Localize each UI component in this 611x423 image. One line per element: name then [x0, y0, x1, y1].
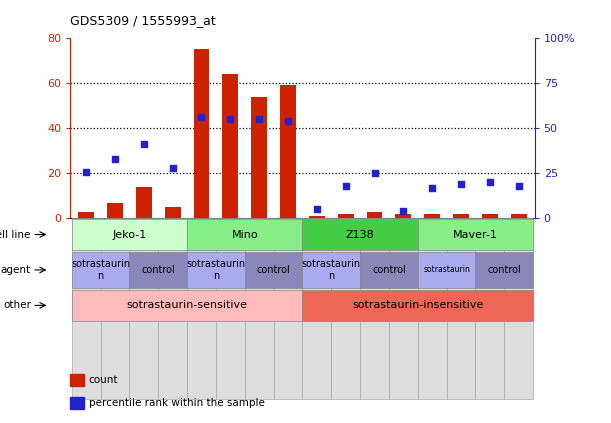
Point [197, 114, 207, 121]
FancyBboxPatch shape [360, 252, 418, 288]
FancyBboxPatch shape [418, 220, 533, 250]
Bar [136, 187, 152, 218]
Bar [309, 216, 325, 218]
Text: control: control [141, 265, 175, 275]
Text: Z138: Z138 [346, 230, 375, 239]
Text: agent: agent [1, 265, 31, 275]
Point [254, 116, 264, 123]
FancyBboxPatch shape [274, 218, 302, 399]
Point [312, 206, 322, 213]
FancyBboxPatch shape [475, 218, 504, 399]
FancyBboxPatch shape [331, 218, 360, 399]
Text: count: count [89, 375, 118, 385]
Point [370, 170, 379, 177]
Text: sotrastaurin: sotrastaurin [423, 266, 470, 275]
FancyBboxPatch shape [71, 220, 187, 250]
Text: GDS5309 / 1555993_at: GDS5309 / 1555993_at [70, 14, 216, 27]
Text: sotrastaurin
n: sotrastaurin n [71, 259, 130, 281]
Text: Maver-1: Maver-1 [453, 230, 498, 239]
FancyBboxPatch shape [158, 218, 187, 399]
FancyBboxPatch shape [302, 290, 533, 321]
Bar [511, 214, 527, 218]
FancyBboxPatch shape [101, 218, 130, 399]
FancyBboxPatch shape [418, 252, 475, 288]
Bar [280, 85, 296, 218]
FancyBboxPatch shape [389, 218, 418, 399]
Bar [78, 212, 94, 218]
FancyBboxPatch shape [302, 220, 418, 250]
Text: Jeko-1: Jeko-1 [112, 230, 147, 239]
Point [427, 184, 437, 191]
FancyBboxPatch shape [418, 218, 447, 399]
Text: control: control [372, 265, 406, 275]
FancyBboxPatch shape [71, 252, 130, 288]
Bar [251, 97, 267, 218]
Point [398, 208, 408, 214]
FancyBboxPatch shape [187, 218, 216, 399]
FancyBboxPatch shape [216, 218, 245, 399]
FancyBboxPatch shape [187, 220, 302, 250]
Bar [107, 203, 123, 218]
Text: cell line: cell line [0, 230, 31, 239]
Bar [424, 214, 440, 218]
Bar [165, 207, 181, 218]
Text: sotrastaurin-sensitive: sotrastaurin-sensitive [126, 300, 247, 310]
Point [283, 118, 293, 124]
Text: other: other [3, 300, 31, 310]
Bar [194, 49, 210, 218]
Text: sotrastaurin-insensitive: sotrastaurin-insensitive [352, 300, 483, 310]
FancyBboxPatch shape [447, 218, 475, 399]
FancyBboxPatch shape [130, 218, 158, 399]
Point [168, 165, 178, 171]
FancyBboxPatch shape [71, 218, 101, 399]
FancyBboxPatch shape [504, 218, 533, 399]
Point [225, 116, 235, 123]
Text: control: control [488, 265, 521, 275]
FancyBboxPatch shape [130, 252, 187, 288]
FancyBboxPatch shape [302, 218, 331, 399]
Bar [338, 214, 354, 218]
Point [139, 141, 148, 148]
FancyBboxPatch shape [245, 252, 302, 288]
FancyBboxPatch shape [302, 252, 360, 288]
Text: sotrastaurin
n: sotrastaurin n [186, 259, 246, 281]
Bar [222, 74, 238, 218]
Text: Mino: Mino [232, 230, 258, 239]
FancyBboxPatch shape [245, 218, 274, 399]
FancyBboxPatch shape [360, 218, 389, 399]
Bar [482, 214, 498, 218]
FancyBboxPatch shape [187, 252, 245, 288]
Point [456, 181, 466, 187]
FancyBboxPatch shape [475, 252, 533, 288]
Point [341, 183, 351, 190]
FancyBboxPatch shape [71, 290, 302, 321]
Text: percentile rank within the sample: percentile rank within the sample [89, 398, 265, 408]
Bar [367, 212, 382, 218]
Bar [453, 214, 469, 218]
Text: sotrastaurin
n: sotrastaurin n [302, 259, 361, 281]
Text: control: control [257, 265, 290, 275]
Point [485, 179, 495, 186]
Bar [395, 214, 411, 218]
Point [514, 183, 524, 190]
Point [110, 156, 120, 162]
Point [81, 168, 91, 175]
